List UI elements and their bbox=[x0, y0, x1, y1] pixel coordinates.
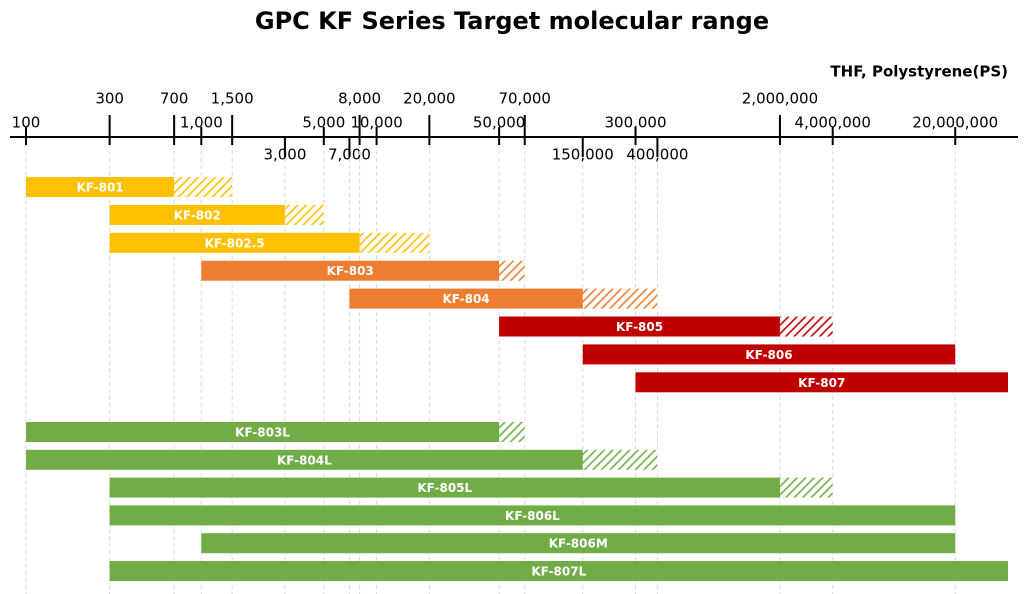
x-axis-label: THF, Polystyrene(PS) bbox=[830, 63, 1008, 81]
x-tick-label: 4,000,000 bbox=[795, 114, 871, 132]
bar-label: KF-806L bbox=[505, 509, 560, 523]
x-tick-label: 300,000 bbox=[604, 114, 666, 132]
range-extension bbox=[499, 422, 525, 442]
x-tick-label: 1,500 bbox=[211, 90, 254, 108]
x-tick-label: 7,000 bbox=[328, 146, 371, 164]
bar-label: KF-806M bbox=[549, 537, 608, 551]
range-bar bbox=[109, 561, 1008, 581]
bar-label: KF-802 bbox=[174, 208, 221, 222]
x-tick-label: 400,000 bbox=[626, 146, 688, 164]
bar-label: KF-803 bbox=[327, 264, 374, 278]
x-tick-label: 50,000 bbox=[473, 114, 526, 132]
range-extension bbox=[499, 260, 525, 281]
x-tick-label: 150,000 bbox=[552, 146, 614, 164]
x-tick-label: 100 bbox=[12, 114, 41, 132]
x-tick-label: 700 bbox=[160, 90, 189, 108]
x-tick-label: 300 bbox=[95, 90, 124, 108]
chart-title: GPC KF Series Target molecular range bbox=[255, 7, 769, 35]
range-bar bbox=[26, 177, 175, 197]
x-tick-label: 10,000 bbox=[350, 114, 403, 132]
range-extension bbox=[779, 477, 833, 498]
x-tick-label: 8,000 bbox=[338, 90, 381, 108]
range-bar bbox=[349, 288, 583, 309]
bar-label: KF-804 bbox=[443, 292, 490, 306]
range-bar bbox=[109, 232, 360, 253]
x-tick-label: 1,000 bbox=[180, 114, 223, 132]
range-bar bbox=[109, 204, 285, 225]
range-extension bbox=[359, 232, 430, 253]
x-tick-label: 20,000 bbox=[403, 90, 456, 108]
range-bar bbox=[201, 260, 500, 281]
x-tick-label: 70,000 bbox=[498, 90, 551, 108]
range-bar bbox=[109, 477, 780, 498]
range-bar bbox=[635, 372, 1008, 393]
bar-label: KF-804L bbox=[277, 453, 332, 467]
bar-label: KF-806 bbox=[745, 348, 792, 362]
range-extension bbox=[582, 288, 658, 309]
range-bar bbox=[26, 449, 583, 470]
range-extension bbox=[284, 204, 324, 225]
bar-label: KF-802.5 bbox=[205, 236, 265, 250]
range-bar bbox=[109, 505, 956, 526]
x-tick-label: 20,000,000 bbox=[912, 114, 998, 132]
range-bar bbox=[26, 422, 500, 442]
range-bar bbox=[582, 344, 956, 365]
bar-label: KF-801 bbox=[76, 181, 123, 195]
bar-label: KF-803L bbox=[235, 426, 290, 440]
x-tick-label: 5,000 bbox=[302, 114, 345, 132]
range-bar bbox=[499, 316, 780, 337]
bar-label: KF-807 bbox=[798, 376, 845, 390]
bar-label: KF-805L bbox=[417, 481, 472, 495]
range-extension bbox=[779, 316, 833, 337]
bar-label: KF-807L bbox=[531, 565, 586, 579]
bar-label: KF-805 bbox=[616, 320, 663, 334]
range-extension bbox=[582, 449, 658, 470]
x-tick-label: 3,000 bbox=[263, 146, 306, 164]
range-extension bbox=[174, 177, 233, 197]
range-bar bbox=[201, 533, 956, 554]
x-tick-label: 2,000,000 bbox=[742, 90, 818, 108]
